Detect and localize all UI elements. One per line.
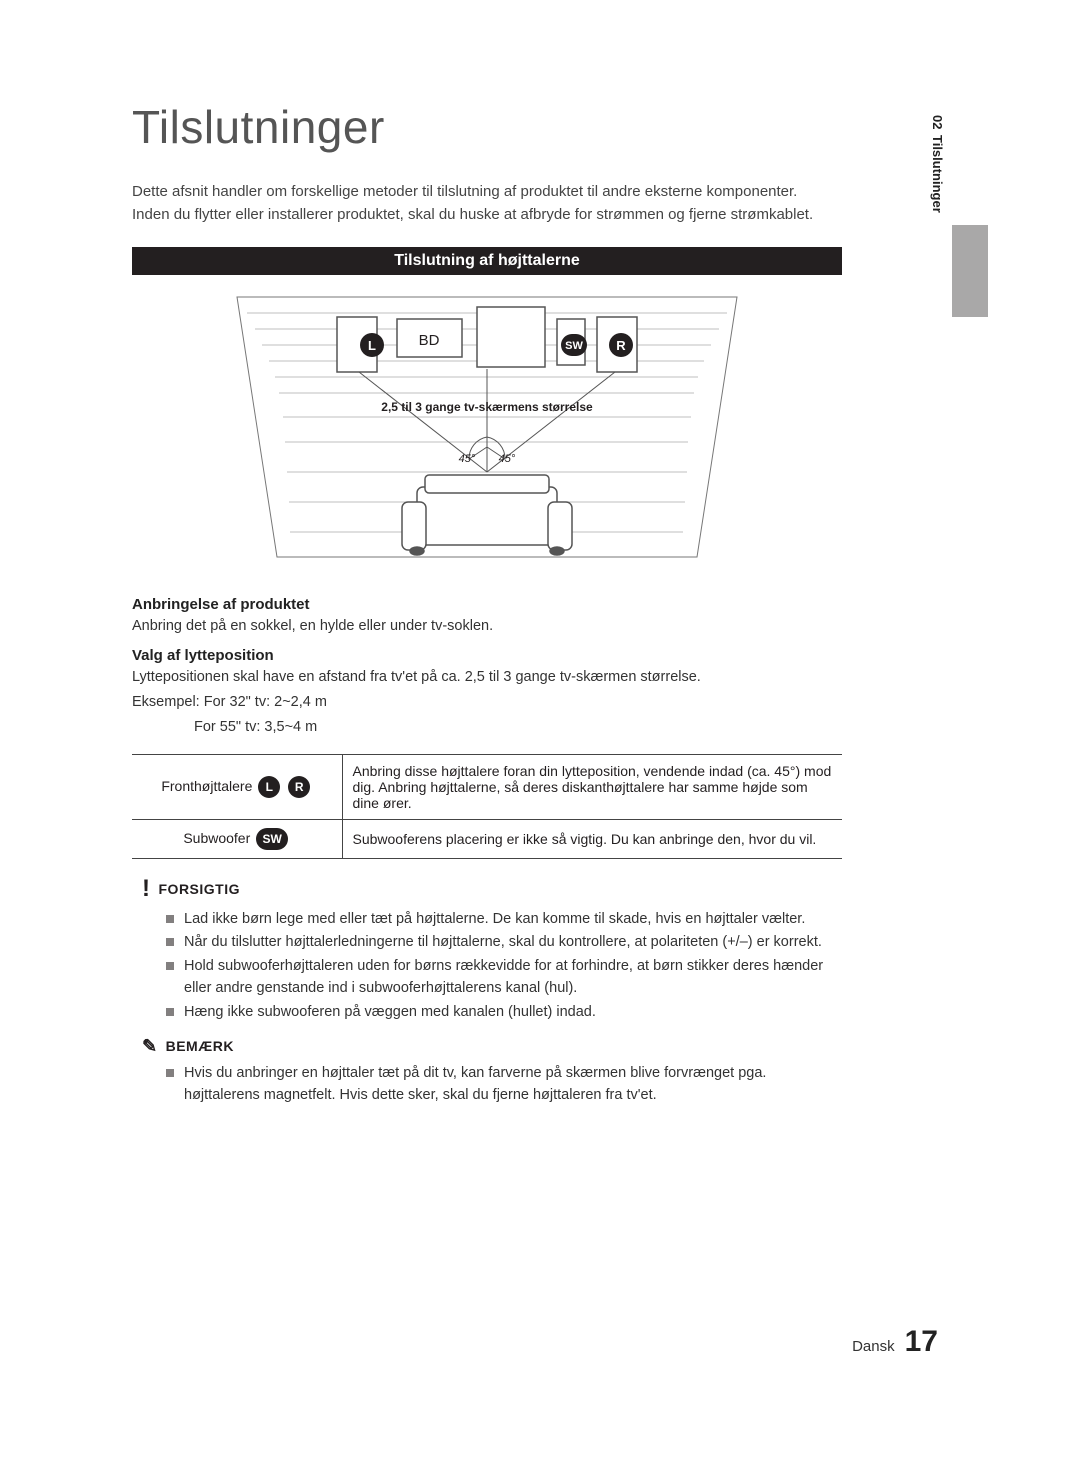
page-footer: Dansk 17 [852,1325,938,1359]
table-row1-label: Fronthøjttalere L R [132,754,342,819]
table-row: Subwoofer SW Subwooferens placering er i… [132,819,842,858]
pencil-icon: ✎ [142,1037,158,1055]
position-heading: Valg af lytteposition [132,647,842,664]
chapter-label: Tilslutninger [930,135,945,213]
placement-text: Anbring det på en sokkel, en hylde eller… [132,616,842,637]
page-title: Tilslutninger [132,100,842,154]
diagram-label-L: L [368,338,376,353]
table-row2-label: Subwoofer SW [132,819,342,858]
footer-page-number: 17 [905,1325,938,1359]
speaker-table: Fronthøjttalere L R Anbring disse højtta… [132,754,842,859]
caution-list: Lad ikke børn lege med eller tæt på højt… [166,909,842,1024]
list-item: Hold subwooferhøjttaleren uden for børns… [166,956,842,1000]
table-row: Fronthøjttalere L R Anbring disse højtta… [132,754,842,819]
position-example-2: For 55" tv: 3,5~4 m [132,717,842,738]
position-example-1: Eksempel: For 32" tv: 2~2,4 m [132,692,842,713]
diagram-angle-right: 45° [499,453,516,465]
note-heading: ✎ BEMÆRK [142,1037,842,1055]
intro-line-2: Inden du flytter eller installerer produ… [132,206,813,223]
diagram-distance-label: 2,5 til 3 gange tv-skærmens størrelse [381,400,593,414]
chapter-number: 02 [930,115,945,129]
footer-language: Dansk [852,1338,895,1355]
caution-heading: ! FORSIGTIG [142,877,842,901]
badge-r-icon: R [288,776,310,798]
diagram-label-SW: SW [565,340,583,352]
tab-indicator-bar [952,225,988,317]
side-chapter-tab: 02 Tilslutninger [930,115,948,213]
position-text-1: Lyttepositionen skal have en afstand fra… [132,667,842,688]
diagram-label-R: R [616,338,626,353]
diagram-label-BD: BD [419,332,440,349]
badge-l-icon: L [258,776,280,798]
exclamation-icon: ! [142,877,151,901]
table-row1-text: Anbring disse højttalere foran din lytte… [342,754,842,819]
intro-line-1: Dette afsnit handler om forskellige meto… [132,183,797,200]
list-item: Lad ikke børn lege med eller tæt på højt… [166,909,842,931]
table-row2-text: Subwooferens placering er ikke så vigtig… [342,819,842,858]
list-item: Når du tilslutter højttalerledningerne t… [166,932,842,954]
note-list: Hvis du anbringer en højttaler tæt på di… [166,1063,842,1107]
speaker-layout-diagram: L BD SW R 2,5 til 3 gange tv-skærmens st… [132,287,842,572]
list-item: Hæng ikke subwooferen på væggen med kana… [166,1002,842,1024]
placement-heading: Anbringelse af produktet [132,596,842,613]
badge-sw-icon: SW [256,828,288,850]
intro-paragraph: Dette afsnit handler om forskellige meto… [132,180,842,227]
section-header-bar: Tilslutning af højttalerne [132,247,842,275]
diagram-angle-left: 45° [459,453,476,465]
list-item: Hvis du anbringer en højttaler tæt på di… [166,1063,842,1107]
